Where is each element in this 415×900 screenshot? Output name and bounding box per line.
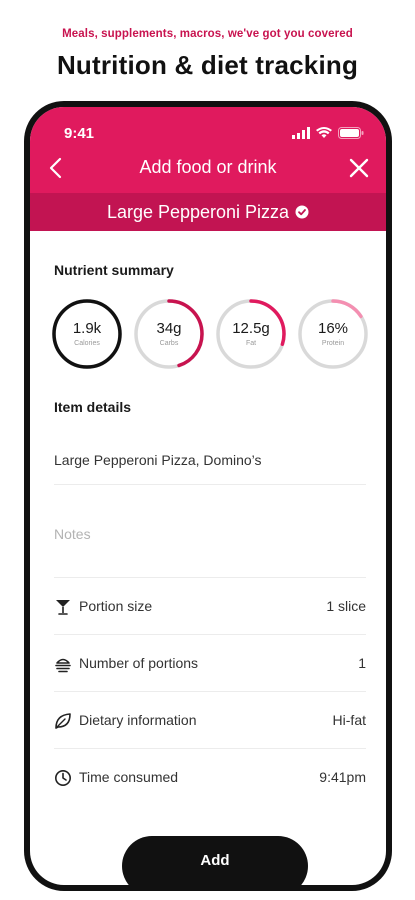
signal-icon bbox=[292, 127, 310, 139]
ring-fat-label: Fat bbox=[245, 340, 257, 347]
item-description[interactable]: Large Pepperoni Pizza, Domino’s bbox=[54, 452, 262, 468]
promo-tagline: Meals, supplements, macros, we've got yo… bbox=[62, 28, 353, 40]
ring-carbs-label: Carbs bbox=[159, 340, 179, 347]
leaf-icon bbox=[55, 713, 71, 729]
battery-icon bbox=[338, 127, 364, 139]
nav-title: Add food or drink bbox=[139, 157, 277, 177]
app-screen: 9:41 bbox=[30, 107, 386, 885]
ring-protein: 16% Protein bbox=[296, 297, 370, 371]
ring-fat-arc bbox=[216, 299, 286, 369]
clock-icon bbox=[55, 770, 71, 786]
ring-fat-value: 12.5g bbox=[232, 320, 270, 337]
ring-carbs-arc bbox=[134, 299, 204, 369]
row-label: Time consumed bbox=[79, 769, 179, 785]
ring-calories-label: Calories bbox=[74, 340, 100, 347]
food-item-name: Large Pepperoni Pizza bbox=[106, 201, 290, 222]
food-item-bar: Large Pepperoni Pizza bbox=[30, 193, 386, 231]
nutrient-rings: 1.9k Calories 34g Carbs 12.5g Fat bbox=[50, 297, 370, 377]
row-value: 1 slice bbox=[326, 598, 366, 614]
chevron-left-icon[interactable] bbox=[42, 153, 70, 183]
notes-field[interactable]: Notes bbox=[54, 526, 91, 542]
ring-calories: 1.9k Calories bbox=[50, 297, 124, 371]
ring-carbs-value: 34g bbox=[156, 320, 182, 337]
row-value: 1 bbox=[358, 655, 366, 671]
status-time: 9:41 bbox=[64, 125, 95, 142]
divider bbox=[54, 484, 366, 485]
wifi-icon bbox=[316, 127, 332, 138]
add-button[interactable]: Add bbox=[122, 836, 308, 885]
promo-headline: Nutrition & diet tracking bbox=[56, 50, 359, 80]
close-icon[interactable] bbox=[346, 155, 372, 181]
verified-check-icon bbox=[295, 205, 309, 219]
row-number-of-portions[interactable]: Number of portions 1 bbox=[54, 635, 366, 692]
app-header: 9:41 bbox=[30, 107, 386, 193]
row-portion-size[interactable]: Portion size 1 slice bbox=[54, 578, 366, 635]
row-dietary-information[interactable]: Dietary information Hi-fat bbox=[54, 692, 366, 749]
ring-calories-value: 1.9k bbox=[72, 320, 102, 337]
phone-frame: 9:41 bbox=[24, 101, 392, 891]
item-details-title: Item details bbox=[54, 399, 132, 415]
ring-protein-value: 16% bbox=[317, 320, 349, 337]
row-label: Dietary information bbox=[79, 712, 197, 728]
row-time-consumed[interactable]: Time consumed 9:41pm bbox=[54, 749, 366, 806]
nav-bar: Add food or drink bbox=[30, 153, 386, 183]
status-icons bbox=[292, 127, 364, 139]
plate-stack-icon bbox=[55, 658, 71, 673]
cocktail-glass-icon bbox=[56, 600, 70, 615]
ring-protein-label: Protein bbox=[321, 340, 345, 347]
ring-protein-arc bbox=[298, 299, 368, 369]
ring-carbs: 34g Carbs bbox=[132, 297, 206, 371]
nutrient-summary-title: Nutrient summary bbox=[54, 262, 174, 278]
ring-fat: 12.5g Fat bbox=[214, 297, 288, 371]
row-label: Portion size bbox=[79, 598, 153, 614]
row-value: 9:41pm bbox=[319, 769, 366, 785]
divider bbox=[54, 577, 366, 578]
row-label: Number of portions bbox=[79, 655, 199, 671]
ring-calories-arc bbox=[52, 299, 122, 369]
status-bar: 9:41 bbox=[30, 125, 386, 145]
row-value: Hi-fat bbox=[332, 712, 366, 728]
